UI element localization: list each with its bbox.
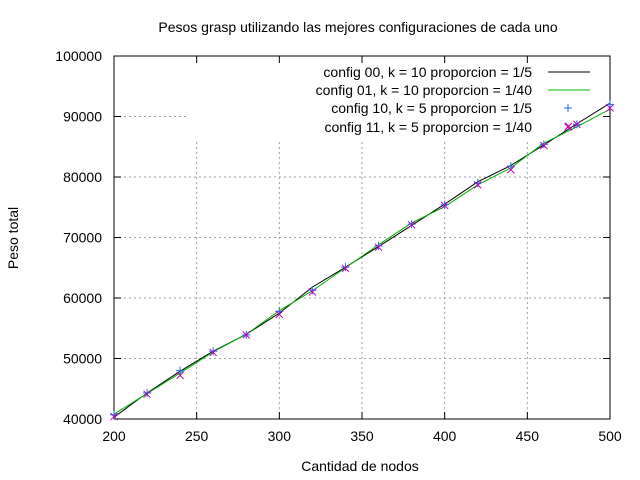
cross-marker: [573, 120, 581, 129]
y-tick-label: 40000: [63, 411, 102, 427]
chart-title: Pesos grasp utilizando las mejores confi…: [158, 19, 557, 35]
cross-marker: [209, 348, 218, 357]
x-axis-label: Cantidad de nodos: [301, 458, 419, 474]
legend-label: config 00, k = 10 proporcion = 1/5: [323, 64, 532, 80]
legend-label: config 10, k = 5 proporcion = 1/5: [331, 100, 532, 116]
series-line: [113, 102, 611, 418]
series-line: [113, 108, 611, 415]
series-layer: [110, 100, 614, 421]
x-tick-label: 350: [350, 428, 374, 444]
series-1: [113, 108, 611, 415]
x-tick-label: 450: [516, 428, 540, 444]
legend-label: config 11, k = 5 proporcion = 1/40: [324, 119, 532, 135]
x-tick-label: 250: [185, 428, 209, 444]
x-tick-label: 400: [433, 428, 457, 444]
plus-marker: [539, 140, 548, 149]
y-tick-label: 100000: [55, 48, 102, 64]
cross-marker: [606, 104, 614, 112]
x-tick-label: 500: [598, 428, 622, 444]
cross-marker: [564, 123, 572, 131]
cross-marker: [506, 165, 515, 174]
plus-marker: [374, 241, 383, 250]
cross-marker: [143, 390, 151, 399]
plus-marker: [308, 286, 317, 295]
x-tick-label: 300: [268, 428, 292, 444]
cross-marker: [110, 412, 118, 421]
legend-label: config 01, k = 10 proporcion = 1/40: [316, 82, 533, 98]
plus-marker: [341, 263, 350, 272]
y-tick-label: 50000: [63, 351, 102, 367]
plus-marker: [209, 347, 218, 356]
plus-marker: [143, 388, 152, 397]
y-tick-label: 60000: [63, 290, 102, 306]
cross-marker: [341, 264, 350, 273]
y-tick-label: 70000: [63, 230, 102, 246]
plus-marker: [564, 104, 572, 112]
cross-marker: [440, 201, 449, 210]
y-axis-label: Peso total: [5, 207, 21, 269]
cross-marker: [275, 310, 284, 319]
cross-marker: [407, 220, 416, 229]
y-tick-label: 80000: [63, 169, 102, 185]
plus-marker: [110, 410, 118, 419]
plus-marker: [176, 366, 185, 375]
series-0: [113, 102, 611, 418]
x-tick-label: 200: [102, 428, 126, 444]
grid: [114, 116, 610, 419]
cross-marker: [308, 288, 317, 296]
cross-marker: [176, 371, 184, 380]
legend: config 00, k = 10 proporcion = 1/5 config…: [316, 64, 590, 135]
plus-marker: [606, 100, 614, 109]
cross-marker: [473, 181, 482, 189]
tick-labels: 200 250 300 350 400 450 500 40000 50000 60000 7000…: [55, 48, 622, 444]
plus-marker: [506, 162, 515, 171]
cross-marker: [374, 243, 383, 252]
tick-marks: [113, 55, 611, 420]
cross-marker: [242, 331, 251, 339]
cross-marker: [540, 141, 548, 150]
y-tick-label: 90000: [63, 109, 102, 125]
plus-marker: [473, 179, 482, 188]
series-3: [110, 104, 614, 421]
